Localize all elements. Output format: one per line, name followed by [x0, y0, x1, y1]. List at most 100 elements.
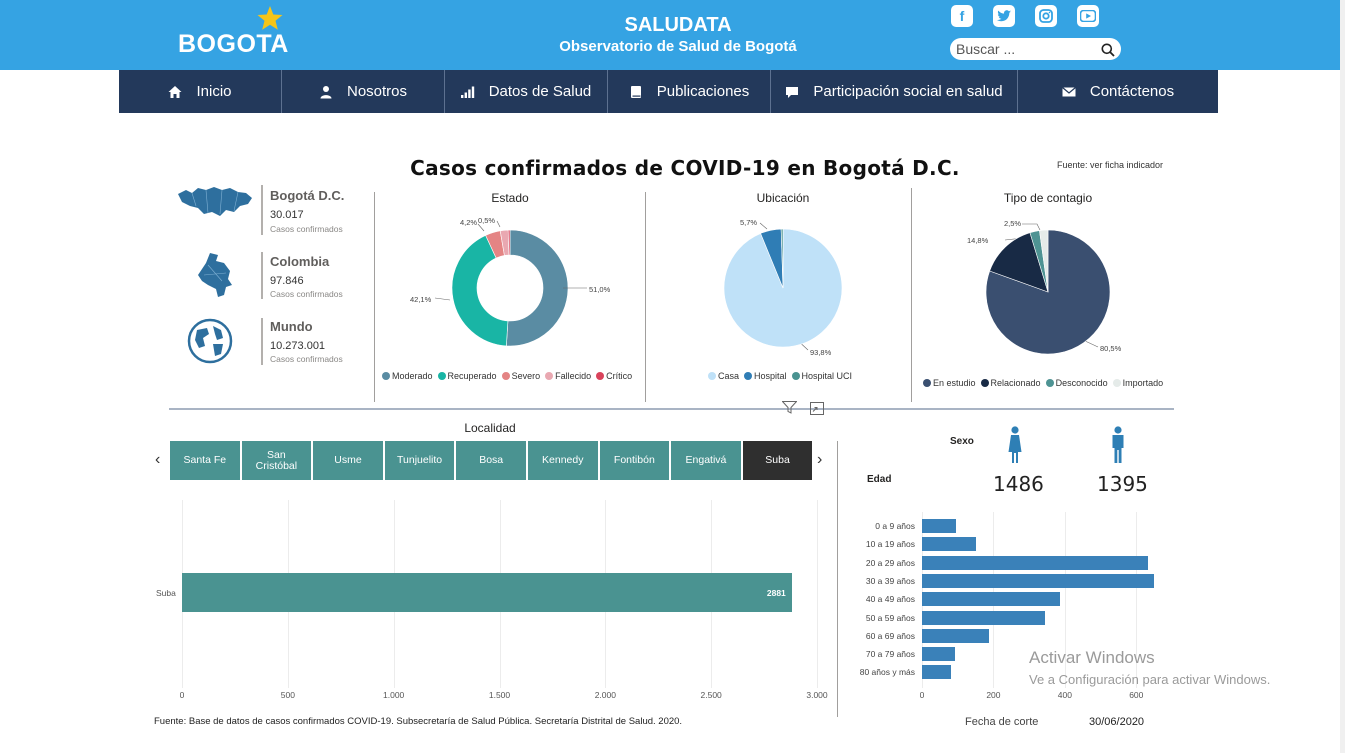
legend-item[interactable]: Desconocido	[1045, 378, 1108, 388]
chart-title-ubicacion: Ubicación	[756, 191, 810, 205]
home-icon	[168, 85, 182, 98]
bar-chart-icon	[460, 86, 474, 98]
localidad-tile[interactable]: Fontibón	[599, 441, 670, 480]
male-count: 1395	[1097, 472, 1148, 496]
logo-text: BOGOTA	[178, 30, 289, 58]
legend-item[interactable]: Recuperado	[437, 371, 497, 381]
site-header: BOGOTA SALUDATA Observatorio de Salud de…	[0, 0, 1340, 70]
legend-item[interactable]: Casa	[708, 371, 739, 381]
x-tick-label: 600	[1129, 690, 1144, 700]
pie-slice-importado[interactable]	[1039, 229, 1049, 293]
age-bar[interactable]	[922, 537, 976, 552]
localidad-tile[interactable]: Bosa	[456, 441, 526, 480]
localidad-tile-selected[interactable]: Suba	[742, 441, 813, 480]
pie-slice-relacionado[interactable]	[989, 232, 1049, 293]
legend-item[interactable]: Hospital UCI	[791, 371, 852, 381]
age-bar[interactable]	[922, 573, 1155, 588]
estado-donut-chart[interactable]	[440, 218, 580, 358]
bogota-map-icon	[178, 187, 252, 216]
facebook-icon[interactable]: f	[951, 5, 973, 27]
nav-label: Contáctenos	[1089, 83, 1175, 100]
localidad-tile[interactable]: Santa Fe	[170, 441, 240, 480]
ubicacion-legend: Casa Hospital Hospital UCI	[708, 371, 852, 381]
nav-contactenos[interactable]: Contáctenos	[1018, 70, 1218, 113]
nav-datos-de-salud[interactable]: Datos de Salud	[445, 70, 608, 113]
instagram-icon[interactable]	[1035, 5, 1057, 27]
legend-item[interactable]: Hospital	[744, 371, 787, 381]
bar-data-label: 2881	[766, 588, 786, 598]
x-tick-label: 1.000	[383, 690, 405, 700]
search-input[interactable]	[950, 38, 1121, 60]
speech-bubble-icon	[786, 86, 799, 98]
pie-slice-crítico[interactable]	[507, 229, 511, 256]
age-bar[interactable]	[922, 665, 952, 680]
category-label-suba: Suba	[156, 588, 176, 598]
kpi-value-mundo: 10.273.001	[270, 340, 326, 352]
kpi-name-colombia: Colombia	[270, 254, 330, 269]
nav-publicaciones[interactable]: Publicaciones	[608, 70, 771, 113]
bar-suba[interactable]	[182, 573, 792, 612]
pie-label: 2,5%	[1004, 219, 1022, 228]
pie-label: 80,5%	[1100, 344, 1122, 353]
section-divider	[374, 192, 375, 402]
filter-icon[interactable]	[782, 401, 797, 414]
envelope-icon	[1061, 86, 1076, 96]
legend-item[interactable]: Relacionado	[980, 378, 1041, 388]
focus-mode-icon[interactable]	[810, 402, 824, 415]
age-bar[interactable]	[922, 592, 1060, 607]
age-bar[interactable]	[922, 610, 1046, 625]
kpi-name-mundo: Mundo	[270, 319, 313, 334]
source-link[interactable]: Fuente: ver ficha indicador	[1057, 160, 1164, 170]
colombia-map-icon	[198, 253, 232, 297]
x-tick-label: 200	[986, 690, 1001, 700]
legend-item[interactable]: Severo	[501, 371, 540, 381]
age-bar[interactable]	[922, 628, 989, 643]
estado-legend: Moderado Recuperado Severo Fallecido Crí…	[382, 371, 632, 381]
page-scrollbar[interactable]	[1340, 0, 1345, 753]
legend-item[interactable]: En estudio	[923, 378, 976, 388]
male-icon[interactable]	[1110, 426, 1126, 464]
nav-nosotros[interactable]: Nosotros	[282, 70, 445, 113]
female-icon[interactable]	[1007, 426, 1023, 464]
twitter-icon[interactable]	[993, 5, 1015, 27]
pie-label: 5,7%	[740, 218, 758, 227]
x-tick-label: 0	[919, 690, 925, 700]
windows-activation-title: Activar Windows	[1029, 648, 1155, 667]
pie-slice-hospital-uci[interactable]	[780, 228, 784, 289]
localidad-tile[interactable]: Tunjuelito	[384, 441, 455, 480]
legend-item[interactable]: Moderado	[382, 371, 433, 381]
localidad-tile[interactable]: Kennedy	[527, 441, 598, 480]
gridline	[817, 500, 818, 688]
fecha-corte-label: Fecha de corte	[965, 716, 1039, 728]
slicer-prev-arrow[interactable]: ‹	[155, 451, 161, 468]
nav-participacion[interactable]: Participación social en salud	[771, 70, 1018, 113]
localidad-tile[interactable]: Usme	[313, 441, 383, 480]
tipo-contagio-pie-chart[interactable]	[978, 222, 1118, 362]
age-bar[interactable]	[922, 555, 1148, 570]
legend-item[interactable]: Importado	[1112, 378, 1163, 388]
legend-item[interactable]: Fallecido	[545, 371, 591, 381]
pie-slice-moderado[interactable]	[506, 229, 569, 347]
pie-label: 14,8%	[967, 236, 989, 245]
x-tick-label: 3.000	[806, 690, 828, 700]
age-category-label: 10 a 19 años	[865, 539, 915, 550]
nav-label: Inicio	[196, 83, 232, 100]
pie-slice-recuperado[interactable]	[451, 234, 509, 347]
kpi-divider	[261, 185, 263, 235]
x-tick-label: 2.000	[594, 690, 616, 700]
ubicacion-pie-chart[interactable]	[713, 218, 853, 358]
localidad-tile[interactable]: San Cristóbal	[241, 441, 312, 480]
slicer-next-arrow[interactable]: ›	[817, 451, 823, 468]
section-divider	[911, 188, 912, 402]
nav-inicio[interactable]: Inicio	[119, 70, 282, 113]
x-tick-label: 500	[280, 690, 295, 700]
localidad-tile[interactable]: Engativá	[671, 441, 741, 480]
age-bar[interactable]	[922, 519, 956, 533]
legend-item[interactable]: Crítico	[596, 371, 632, 381]
bogota-logo[interactable]: BOGOTA	[178, 6, 288, 62]
age-category-label: 50 a 59 años	[865, 612, 915, 623]
age-bar[interactable]	[922, 647, 956, 662]
x-tick-label: 2.500	[700, 690, 722, 700]
search-icon[interactable]	[1101, 43, 1115, 57]
youtube-icon[interactable]	[1077, 5, 1099, 27]
